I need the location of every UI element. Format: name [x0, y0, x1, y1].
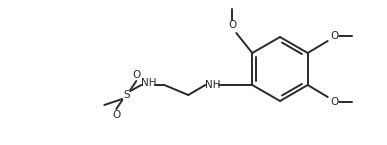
Text: NH: NH — [140, 78, 156, 88]
Text: O: O — [132, 70, 140, 80]
Text: NH: NH — [205, 80, 220, 90]
Text: O: O — [228, 20, 236, 30]
Text: O: O — [330, 97, 339, 107]
Text: O: O — [112, 110, 120, 120]
Text: O: O — [330, 31, 339, 41]
Text: S: S — [123, 90, 130, 100]
